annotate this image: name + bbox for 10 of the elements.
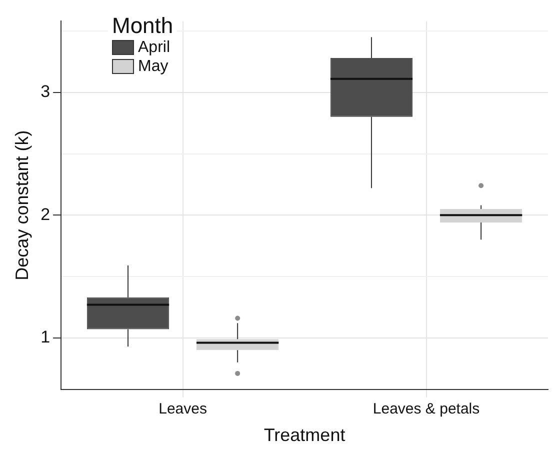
y-tick-label: 2 — [40, 204, 50, 224]
x-tick-label: Leaves — [158, 400, 207, 418]
x-tick-label: Leaves & petals — [372, 400, 480, 418]
y-tick-label: 3 — [40, 82, 50, 102]
legend-label: May — [138, 57, 168, 76]
y-tick-label: 1 — [40, 328, 50, 347]
x-axis-title: Treatment — [264, 425, 346, 446]
legend-title: Month — [112, 13, 174, 38]
legend-label: April — [138, 38, 170, 57]
y-axis-title: Decay constant (k) — [12, 130, 32, 280]
